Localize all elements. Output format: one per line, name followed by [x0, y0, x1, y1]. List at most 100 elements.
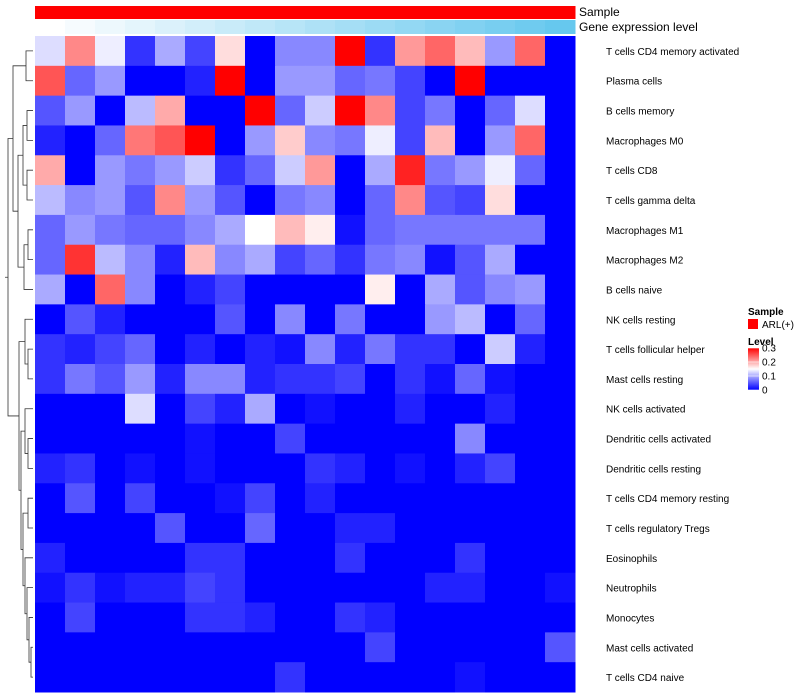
heatmap-cell [215, 244, 246, 276]
heatmap-cell [485, 632, 516, 663]
heatmap-cell [335, 542, 366, 574]
heatmap-cell [335, 662, 366, 693]
heatmap-cell [35, 632, 66, 663]
heatmap-cell [425, 513, 456, 544]
heatmap-cell [425, 662, 456, 693]
heatmap-cell [395, 513, 426, 544]
heatmap-cell [425, 274, 456, 305]
heatmap-cell [215, 513, 246, 544]
heatmap-cell [425, 36, 456, 67]
heatmap-cell [95, 453, 126, 484]
heatmap-cell [545, 572, 576, 604]
heatmap-cell [215, 602, 246, 633]
heatmap-cell [425, 483, 456, 514]
heatmap-cell [485, 572, 516, 604]
heatmap-cell [185, 662, 216, 693]
dendrogram-branch [25, 50, 33, 82]
heatmap-cell [275, 662, 306, 693]
heatmap-cell [275, 155, 306, 186]
dendrogram-branch [18, 341, 25, 491]
heatmap-cell [275, 602, 306, 633]
heatmap-cell [485, 125, 516, 156]
heatmap-cell [95, 155, 126, 186]
heatmap-cell [125, 542, 156, 574]
heatmap-cell [155, 244, 186, 276]
heatmap-cell [125, 304, 156, 335]
heatmap-cell [545, 483, 576, 514]
heatmap-cell [365, 95, 396, 126]
heatmap-cell [485, 513, 516, 544]
heatmap-cell [365, 364, 396, 395]
heatmap-cell [455, 36, 486, 67]
heatmap-cell [215, 155, 246, 186]
heatmap-cell [125, 453, 156, 484]
heatmap-cell [365, 632, 396, 663]
heatmap-cell [305, 572, 336, 604]
heatmap-cell [395, 244, 426, 276]
heatmap-cell [485, 483, 516, 514]
heatmap-cell [305, 423, 336, 454]
heatmap-cell [425, 185, 456, 216]
annotation-labels: Sample Gene expression level [579, 5, 698, 34]
heatmap-cell [65, 155, 96, 186]
annotation-cell [65, 6, 96, 19]
heatmap-cell [515, 36, 546, 67]
heatmap-cell [155, 602, 186, 633]
heatmap-cell [125, 214, 156, 246]
annotation-cell [275, 20, 306, 34]
heatmap-cell [125, 185, 156, 216]
annotation-cell [425, 20, 456, 34]
heatmap-cell [155, 453, 186, 484]
heatmap-cell [395, 304, 426, 335]
heatmap-cell [185, 95, 216, 126]
heatmap-cell [275, 65, 306, 97]
heatmap-cell [95, 65, 126, 97]
annotation-label-sample: Sample [579, 5, 620, 19]
annotation-cell [365, 20, 396, 34]
heatmap-cell [305, 36, 336, 67]
heatmap-cell [155, 483, 186, 514]
heatmap-cell [545, 214, 576, 246]
heatmap-cell [215, 542, 246, 574]
heatmap-cell [395, 632, 426, 663]
heatmap-cell [425, 304, 456, 335]
heatmap-cell [125, 244, 156, 276]
heatmap-cell [35, 334, 66, 365]
heatmap-cell [425, 95, 456, 126]
annotation-cell [185, 6, 216, 19]
row-labels: T cells CD4 memory activated Plasma cells… [606, 47, 739, 684]
heatmap-cell [65, 185, 96, 216]
heatmap-cell [35, 662, 66, 693]
heatmap-cell [125, 483, 156, 514]
dendrogram-branch [22, 512, 28, 587]
annotation-cell [95, 6, 126, 19]
heatmap-cell [155, 95, 186, 126]
heatmap-cell [245, 65, 276, 97]
heatmap-cell [245, 125, 276, 156]
heatmap-cell [485, 304, 516, 335]
heatmap-cell [425, 632, 456, 663]
heatmap-cell [245, 602, 276, 633]
heatmap-cell [185, 632, 216, 663]
row-label: Eosinophils [606, 554, 657, 565]
heatmap-cell [275, 125, 306, 156]
heatmap-cell [215, 95, 246, 126]
heatmap-cell [245, 155, 276, 186]
annotation-cell [455, 20, 486, 34]
row-label: T cells follicular helper [606, 345, 705, 356]
heatmap-cell [545, 632, 576, 663]
heatmap-cell [215, 334, 246, 365]
heatmap-cell [35, 602, 66, 633]
heatmap-cell [215, 453, 246, 484]
heatmap-cell [155, 155, 186, 186]
heatmap-cell [455, 364, 486, 395]
heatmap-cell [305, 453, 336, 484]
heatmap-cell [515, 185, 546, 216]
annotation-cell [455, 6, 486, 19]
heatmap-cell [515, 304, 546, 335]
heatmap-cell [125, 155, 156, 186]
heatmap-cell [395, 483, 426, 514]
dendrogram-branch [26, 587, 33, 641]
heatmap-cell [185, 602, 216, 633]
heatmap-cell [335, 513, 366, 544]
